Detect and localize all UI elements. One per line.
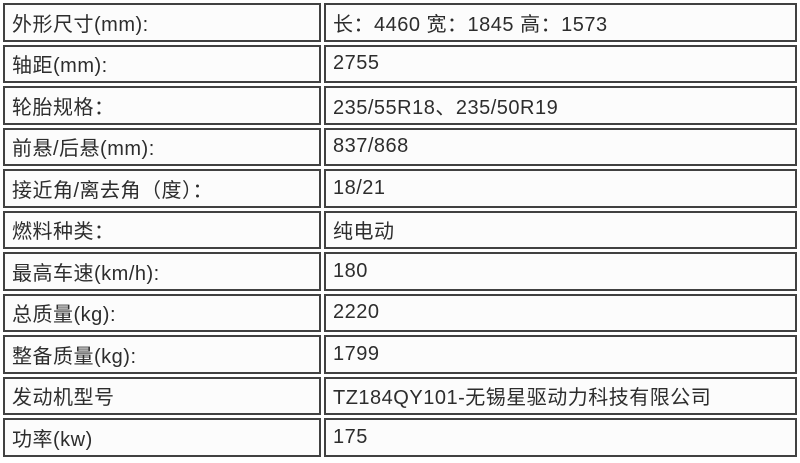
table-row: 轴距(mm): 2755 [3,44,797,83]
table-row: 发动机型号 TZ184QY101-无锡星驱动力科技有限公司 [3,376,797,415]
table-row: 整备质量(kg): 1799 [3,335,797,374]
spec-label-curb-weight: 整备质量(kg): [3,335,321,374]
spec-value-tire-spec: 235/55R18、235/50R19 [324,86,797,125]
spec-value-wheelbase: 2755 [324,44,797,83]
table-row: 接近角/离去角（度）： 18/21 [3,169,797,208]
spec-value-top-speed: 180 [324,252,797,291]
spec-value-approach-departure-angle: 18/21 [324,169,797,208]
table-row: 最高车速(km/h): 180 [3,252,797,291]
spec-label-gross-weight: 总质量(kg): [3,293,321,332]
spec-label-top-speed: 最高车速(km/h): [3,252,321,291]
spec-value-fuel-type: 纯电动 [324,210,797,249]
spec-label-wheelbase: 轴距(mm): [3,44,321,83]
spec-value-power: 175 [324,418,797,457]
spec-label-power: 功率(kw) [3,418,321,457]
spec-label-fuel-type: 燃料种类： [3,210,321,249]
table-row: 燃料种类： 纯电动 [3,210,797,249]
spec-label-dimensions: 外形尺寸(mm): [3,3,321,42]
spec-label-engine-model: 发动机型号 [3,376,321,415]
spec-value-curb-weight: 1799 [324,335,797,374]
spec-value-gross-weight: 2220 [324,293,797,332]
spec-value-dimensions: 长：4460 宽：1845 高：1573 [324,3,797,42]
spec-label-tire-spec: 轮胎规格： [3,86,321,125]
table-row: 功率(kw) 175 [3,418,797,457]
table-row: 前悬/后悬(mm): 837/868 [3,127,797,166]
table-row: 轮胎规格： 235/55R18、235/50R19 [3,86,797,125]
spec-value-engine-model: TZ184QY101-无锡星驱动力科技有限公司 [324,376,797,415]
spec-label-approach-departure-angle: 接近角/离去角（度）： [3,169,321,208]
table-row: 总质量(kg): 2220 [3,293,797,332]
table-row: 外形尺寸(mm): 长：4460 宽：1845 高：1573 [3,3,797,42]
spec-value-overhang: 837/868 [324,127,797,166]
spec-label-overhang: 前悬/后悬(mm): [3,127,321,166]
